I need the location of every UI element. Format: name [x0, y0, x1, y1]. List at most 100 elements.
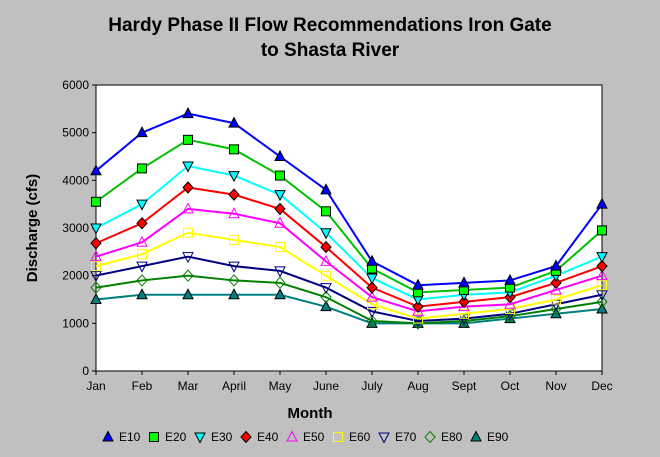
data-point-E40: [136, 216, 148, 230]
data-point-E80: [90, 281, 102, 294]
data-point-E90: [136, 288, 148, 300]
series-E50: [90, 202, 608, 316]
x-axis-title: Month: [288, 405, 333, 422]
legend-marker-E60: [333, 432, 343, 442]
data-point-E60: [413, 313, 423, 324]
data-point-E10: [90, 164, 102, 176]
data-point-E40: [182, 181, 194, 194]
data-point-E90: [274, 288, 286, 300]
legend-label: E90: [487, 430, 509, 444]
y-tick-label: 3000: [62, 221, 89, 235]
data-point-E40: [366, 281, 378, 294]
data-point-E90: [90, 292, 102, 304]
series-line-E40: [95, 186, 603, 308]
series-layer: [90, 107, 608, 330]
data-point-E10: [504, 273, 516, 285]
data-point-E10: [550, 259, 562, 271]
data-point-E70: [412, 316, 424, 328]
data-point-E40: [90, 237, 102, 250]
series-E40: [90, 181, 608, 313]
data-point-E90: [320, 300, 332, 312]
series-line-E90: [95, 293, 603, 325]
data-point-E30: [136, 199, 148, 211]
x-tick-label: Nov: [545, 379, 566, 393]
plot-area: [95, 84, 603, 372]
data-point-E80: [550, 302, 562, 316]
data-point-E10: [274, 149, 286, 161]
data-point-E50: [596, 269, 608, 281]
data-point-E70: [320, 283, 332, 295]
data-point-E70: [90, 271, 102, 283]
data-point-E60: [137, 249, 147, 260]
x-axis: Jan Feb Mar April May June July Aug Sept Oct Nov De…: [86, 371, 613, 393]
data-point-E40: [458, 295, 470, 309]
series-E30: [90, 161, 608, 307]
data-point-E20: [229, 144, 239, 155]
data-point-E10: [320, 183, 332, 195]
legend-marker-E20: [149, 432, 159, 442]
data-point-E70: [182, 252, 194, 264]
x-tick-label: Aug: [407, 379, 428, 393]
data-point-E50: [136, 235, 148, 247]
data-point-E10: [412, 278, 424, 290]
data-point-E50: [412, 304, 424, 316]
legend-label: E10: [119, 430, 141, 444]
data-point-E80: [366, 314, 378, 328]
data-point-E50: [550, 283, 562, 295]
data-point-E50: [458, 300, 470, 312]
data-point-E50: [274, 216, 286, 228]
series-line-E10: [95, 112, 603, 287]
data-point-E90: [182, 288, 194, 300]
data-point-E60: [551, 294, 561, 305]
data-point-E20: [321, 206, 331, 217]
series-E90: [90, 288, 608, 328]
legend-label: E70: [395, 430, 417, 444]
legend-marker-E50: [286, 430, 298, 442]
y-tick-label: 1000: [62, 316, 89, 330]
data-point-E90: [596, 302, 608, 314]
data-point-E10: [182, 107, 194, 119]
x-tick-label: July: [361, 379, 382, 393]
data-point-E90: [550, 307, 562, 319]
legend-marker-E80: [424, 430, 436, 444]
x-tick-label: Oct: [501, 379, 520, 393]
series-line-E60: [95, 231, 603, 320]
y-axis-title: Discharge (cfs): [24, 174, 41, 282]
legend-marker-E90: [470, 430, 482, 442]
data-point-E80: [228, 274, 240, 287]
legend-label: E30: [211, 430, 233, 444]
data-point-E20: [137, 163, 147, 174]
data-point-E40: [320, 240, 332, 254]
legend-label: E40: [257, 430, 279, 444]
data-point-E20: [91, 196, 101, 207]
legend-label: E80: [441, 430, 463, 444]
data-point-E50: [504, 297, 516, 309]
data-point-E40: [412, 300, 424, 313]
series-line-E70: [95, 255, 603, 322]
data-point-E40: [596, 259, 608, 273]
data-point-E30: [596, 252, 608, 264]
legend-marker-E30: [194, 432, 206, 444]
x-tick-label: May: [269, 379, 292, 393]
data-point-E10: [136, 126, 148, 138]
data-point-E40: [550, 276, 562, 290]
data-point-E90: [504, 311, 516, 324]
data-point-E40: [228, 188, 240, 201]
data-point-E10: [458, 276, 470, 288]
y-tick-label: 0: [82, 364, 89, 378]
series-line-E30: [95, 164, 603, 301]
x-tick-label: April: [222, 379, 246, 393]
data-point-E70: [366, 306, 378, 318]
data-point-E50: [228, 207, 240, 219]
series-E20: [91, 134, 607, 298]
data-point-E50: [90, 250, 102, 262]
data-point-E60: [183, 227, 193, 238]
data-point-E80: [596, 295, 608, 309]
data-point-E40: [274, 202, 286, 216]
data-point-E70: [228, 261, 240, 273]
data-point-E60: [321, 270, 331, 281]
data-point-E90: [228, 288, 240, 300]
legend-label: E20: [165, 430, 187, 444]
